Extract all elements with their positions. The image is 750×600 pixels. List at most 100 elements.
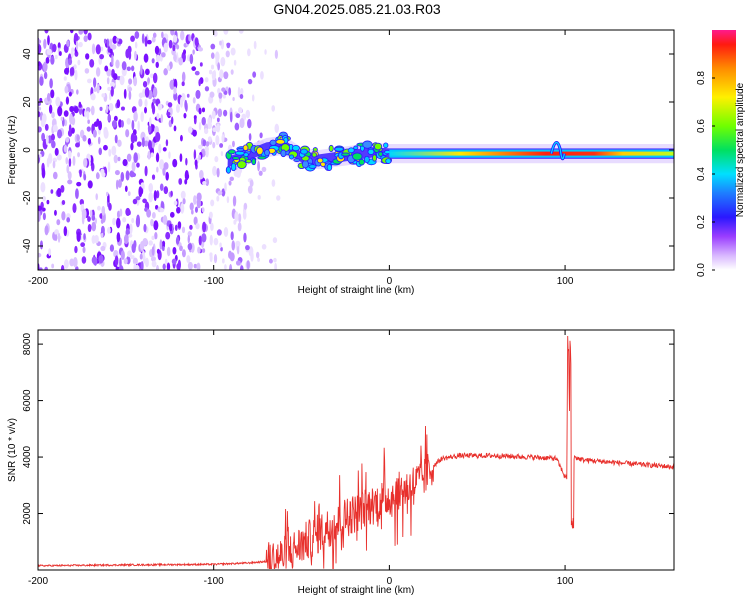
noise-speck [76,89,79,95]
noise-speck [181,249,186,258]
noise-speck [202,221,207,233]
noise-speck [243,232,247,243]
noise-speck [105,104,109,113]
noise-speck [82,246,86,254]
noise-speck [81,256,87,264]
noise-speck [235,113,241,119]
noise-speck [152,86,158,98]
noise-speck [175,104,180,113]
noise-speck [221,258,225,264]
noise-speck [199,169,204,180]
noise-speck [38,43,42,54]
noise-speck [151,104,156,115]
noise-speck [95,44,101,55]
noise-speck [55,96,61,107]
x-tick-label: 0 [387,276,393,287]
noise-speck [173,34,178,43]
noise-speck [189,224,193,230]
noise-speck [276,195,281,201]
noise-speck [151,174,156,180]
noise-speck [128,233,133,238]
noise-speck [211,70,216,81]
noise-speck [63,144,68,153]
noise-speck [96,83,100,94]
noise-speck [194,70,200,76]
noise-speck [155,61,159,68]
colorbar-gradient [712,30,736,270]
noise-speck [43,71,48,80]
noise-speck [138,98,143,107]
noise-speck [54,147,59,156]
noise-speck [70,49,74,58]
noise-speck [247,185,253,194]
noise-speck [144,87,150,98]
noise-speck [235,260,241,266]
track-blob [308,164,317,169]
noise-speck [54,54,58,60]
noise-speck [87,137,92,145]
track-blob [275,139,286,145]
noise-speck [125,207,131,217]
noise-speck [117,179,122,188]
noise-speck [224,182,227,192]
noise-speck [61,199,66,206]
noise-speck [159,183,164,191]
noise-speck [156,166,159,173]
noise-speck [176,44,180,50]
noise-speck [64,85,69,94]
noise-speck [221,188,226,197]
noise-speck [183,49,187,55]
noise-speck [56,154,62,161]
noise-speck [92,129,97,138]
noise-speck [72,256,78,268]
noise-speck [148,240,153,246]
noise-speck [68,91,72,97]
noise-speck [75,188,79,200]
noise-speck [98,254,104,264]
noise-speck [144,165,148,177]
noise-speck [76,231,81,242]
noise-speck [195,222,200,230]
noise-speck [274,123,280,134]
noise-speck [85,106,91,113]
noise-speck [151,260,157,268]
noise-speck [38,39,42,44]
noise-speck [178,178,183,185]
noise-speck [67,179,73,185]
colorbar-label: Normalized spectral amplitude [735,82,746,217]
track-blob [231,156,240,161]
noise-speck [189,53,194,65]
noise-speck [213,254,218,264]
noise-speck [158,143,162,154]
noise-speck [58,51,62,56]
noise-speck [47,35,50,46]
noise-speck [116,99,121,109]
noise-speck [76,134,80,142]
noise-speck [60,116,64,121]
noise-speck [183,112,187,119]
noise-speck [152,72,158,84]
noise-speck [118,265,124,270]
noise-speck [238,213,242,223]
noise-speck [71,127,75,134]
noise-speck [180,190,186,200]
noise-speck [159,159,165,170]
noise-speck [205,178,210,186]
noise-speck [132,257,138,265]
spectrogram-axes: -200 -100 0 100 40 20 0 -20 -40 [22,30,674,287]
noise-speck [165,231,171,240]
noise-speck [257,195,261,200]
track-blob [293,158,301,163]
noise-speck [181,71,186,83]
noise-speck [152,98,157,104]
noise-speck [41,167,46,179]
noise-speck [186,93,190,98]
noise-speck [130,132,136,144]
y-tick-label: -40 [22,238,33,253]
track-blob [301,159,309,169]
noise-speck [211,110,216,120]
noise-speck [38,126,42,133]
noise-speck [191,209,194,215]
noise-speck [63,76,67,81]
noise-speck [216,195,220,202]
